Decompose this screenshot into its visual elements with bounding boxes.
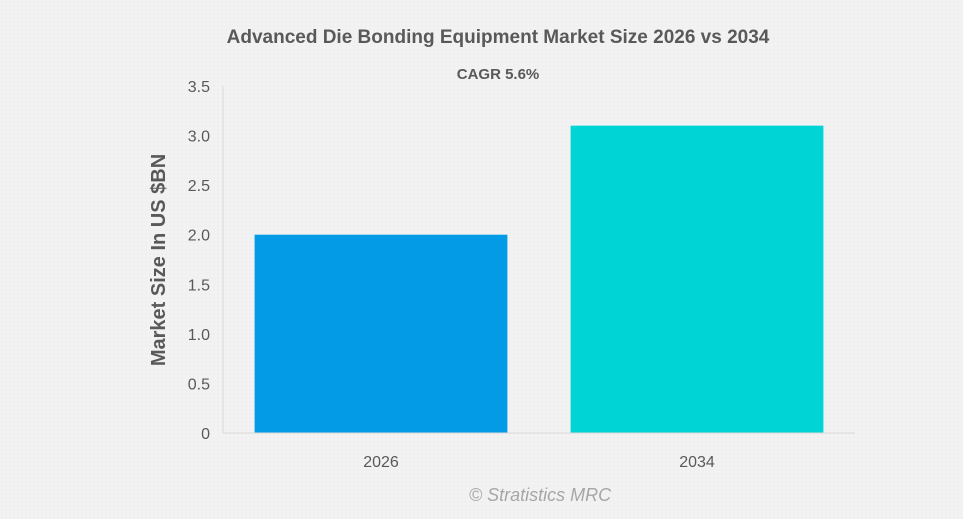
chart-title: Advanced Die Bonding Equipment Market Si… [227,27,770,48]
y-axis-ticks: 0 0.5 1.0 1.5 2.0 2.5 3.0 3.5 [188,79,210,443]
bar-2034 [570,125,824,434]
y-tick-label: 3.5 [188,79,210,96]
y-tick-label: 2.0 [188,228,210,245]
y-tick-label: 0 [201,426,210,443]
y-axis-label: Market Size In US $BN [148,154,170,366]
y-tick-label: 1.0 [188,327,210,344]
y-tick-label: 0.5 [188,376,210,393]
watermark: © Stratistics MRC [469,485,612,505]
y-tick-label: 1.5 [188,277,210,294]
x-tick-label: 2026 [363,454,399,471]
chart-subtitle: CAGR 5.6% [457,66,540,83]
y-tick-label: 2.5 [188,178,210,195]
x-axis-ticks: 2026 2034 [363,454,715,471]
x-tick-label: 2034 [679,454,715,471]
bar-group [254,125,824,434]
y-tick-label: 3.0 [188,129,210,146]
bar-2026 [254,234,508,433]
